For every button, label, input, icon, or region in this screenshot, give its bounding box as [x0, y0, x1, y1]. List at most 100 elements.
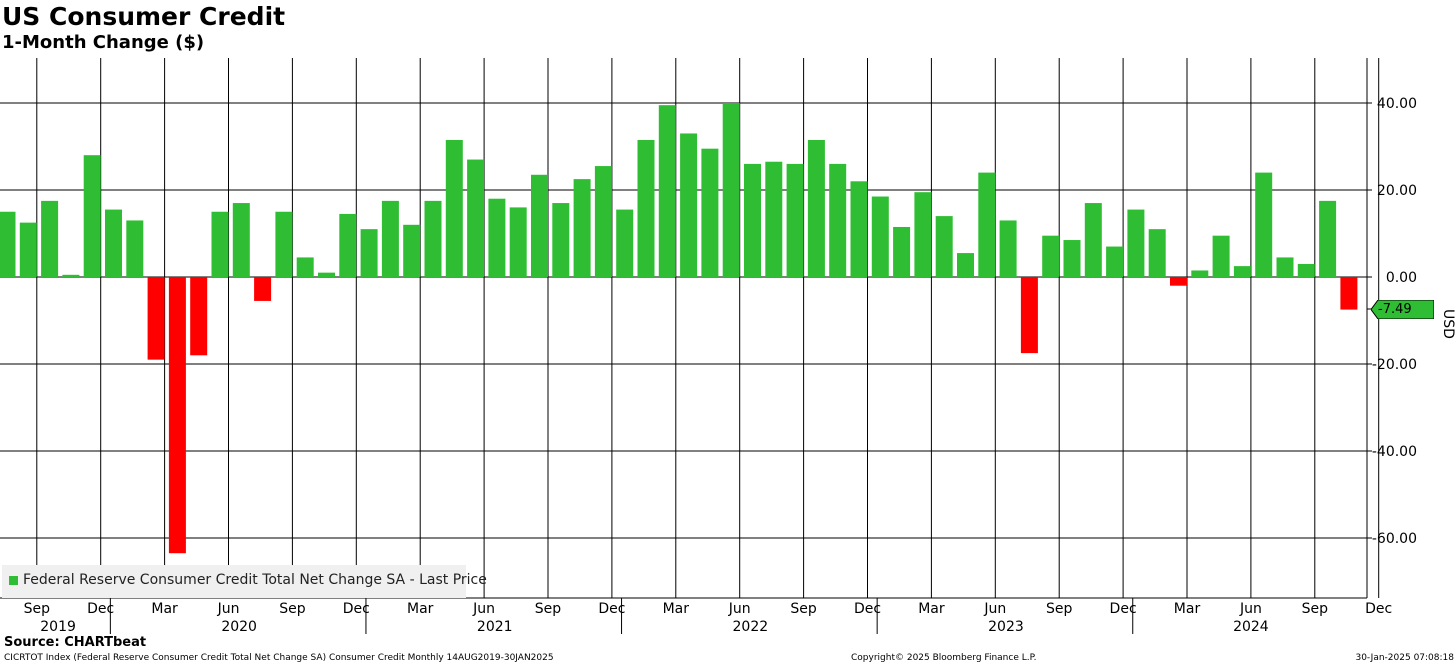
- bar-positive: [509, 207, 527, 277]
- bar-negative: [1340, 277, 1358, 310]
- bar-positive: [403, 224, 421, 277]
- bar-positive: [957, 253, 974, 277]
- x-tick-label: Jun: [1239, 601, 1262, 617]
- x-tick-label: Sep: [790, 601, 817, 617]
- bar-positive: [1084, 203, 1102, 277]
- x-year-label: 2019: [40, 619, 76, 635]
- bar-positive: [1297, 263, 1315, 277]
- x-tick-label: Jun: [728, 601, 751, 617]
- bar-positive: [552, 203, 570, 277]
- x-tick-label: Dec: [1110, 601, 1137, 617]
- bar-positive: [1191, 270, 1209, 277]
- bar-positive: [360, 229, 378, 277]
- bar-negative: [254, 277, 272, 301]
- x-tick-label: Jun: [217, 601, 240, 617]
- bar-positive: [871, 196, 889, 277]
- y-tick-label: -40.00: [1372, 444, 1417, 460]
- bar-positive: [467, 159, 485, 277]
- x-tick-label: Sep: [24, 601, 51, 617]
- x-tick-label: Dec: [598, 601, 625, 617]
- bar-positive: [807, 139, 825, 277]
- y-tick-label: -20.00: [1372, 357, 1417, 373]
- x-tick-label: Jun: [472, 601, 495, 617]
- x-year-label: 2020: [221, 619, 257, 635]
- legend-swatch: [9, 576, 18, 585]
- footer-copyright: Copyright© 2025 Bloomberg Finance L.P.: [851, 653, 1037, 663]
- x-tick-label: Dec: [87, 601, 114, 617]
- bar-positive: [488, 198, 506, 277]
- bar-positive: [531, 174, 548, 277]
- x-tick-label: Dec: [854, 601, 881, 617]
- chart-title: US Consumer Credit: [2, 2, 286, 31]
- bar-positive: [1212, 235, 1230, 277]
- last-value-label: -7.49: [1378, 302, 1412, 317]
- bar-positive: [424, 200, 442, 277]
- bar-positive: [1042, 235, 1060, 277]
- bar-positive: [83, 155, 101, 277]
- bar-positive: [850, 181, 868, 277]
- bar-positive: [914, 192, 932, 277]
- bar-negative: [1020, 277, 1038, 354]
- x-tick-label: Mar: [407, 601, 434, 617]
- bar-positive: [744, 163, 761, 277]
- bar-positive: [105, 209, 122, 277]
- x-tick-label: Jun: [983, 601, 1006, 617]
- source-label: Source: CHARTbeat: [4, 635, 147, 650]
- y-tick-label: 0.00: [1386, 270, 1417, 286]
- footer-index-description: CICRTOT Index (Federal Reserve Consumer …: [4, 653, 554, 663]
- bar-negative: [190, 277, 208, 356]
- x-tick-label: Sep: [535, 601, 562, 617]
- bar-positive: [829, 163, 847, 277]
- chart-legend: Federal Reserve Consumer Credit Total Ne…: [2, 565, 487, 598]
- y-tick-label: 20.00: [1377, 183, 1417, 199]
- legend-label: Federal Reserve Consumer Credit Total Ne…: [23, 572, 487, 588]
- bar-positive: [765, 161, 783, 277]
- bar-positive: [126, 220, 144, 277]
- x-tick-label: Mar: [918, 601, 945, 617]
- bar-positive: [999, 220, 1017, 277]
- x-year-label: 2024: [1233, 619, 1269, 635]
- bar-positive: [680, 133, 698, 277]
- bar-positive: [594, 166, 612, 277]
- x-tick-label: Mar: [151, 601, 178, 617]
- bar-positive: [1233, 266, 1251, 277]
- bar-positive: [978, 172, 996, 277]
- last-value-marker: [1371, 300, 1434, 319]
- x-year-label: 2021: [477, 619, 513, 635]
- bar-positive: [893, 226, 911, 277]
- bar-positive: [935, 216, 953, 277]
- chart-subtitle: 1-Month Change ($): [2, 32, 205, 53]
- bar-positive: [41, 200, 59, 277]
- bar-positive: [381, 200, 399, 277]
- x-tick-label: Dec: [343, 601, 370, 617]
- x-tick-label: Sep: [1046, 601, 1073, 617]
- x-tick-label: Sep: [1302, 601, 1329, 617]
- x-year-label: 2023: [988, 619, 1024, 635]
- bar-positive: [339, 213, 357, 277]
- bar-positive: [722, 103, 740, 277]
- bar-positive: [658, 105, 676, 277]
- footer-timestamp: 30-Jan-2025 07:08:18: [1355, 653, 1454, 663]
- x-tick-label: Mar: [1174, 601, 1201, 617]
- bar-positive: [1127, 209, 1145, 277]
- bar-negative: [147, 277, 165, 360]
- bar-positive: [1255, 172, 1273, 277]
- bar-positive: [62, 274, 80, 277]
- bar-positive: [1276, 257, 1294, 277]
- bar-positive: [296, 257, 314, 277]
- bar-positive: [616, 209, 634, 277]
- bar-positive: [1148, 229, 1166, 277]
- y-axis-unit-label: USD: [1439, 309, 1456, 339]
- bar-positive: [0, 211, 16, 277]
- bar-positive: [1106, 246, 1124, 277]
- bar-positive: [786, 163, 804, 277]
- bar-positive: [1319, 200, 1337, 277]
- y-tick-label: 40.00: [1377, 96, 1417, 112]
- bar-positive: [211, 211, 229, 277]
- bar-positive: [232, 203, 250, 277]
- bar-positive: [637, 139, 655, 277]
- bar-negative: [1170, 277, 1187, 286]
- bar-positive: [19, 222, 37, 277]
- bar-negative: [168, 277, 186, 554]
